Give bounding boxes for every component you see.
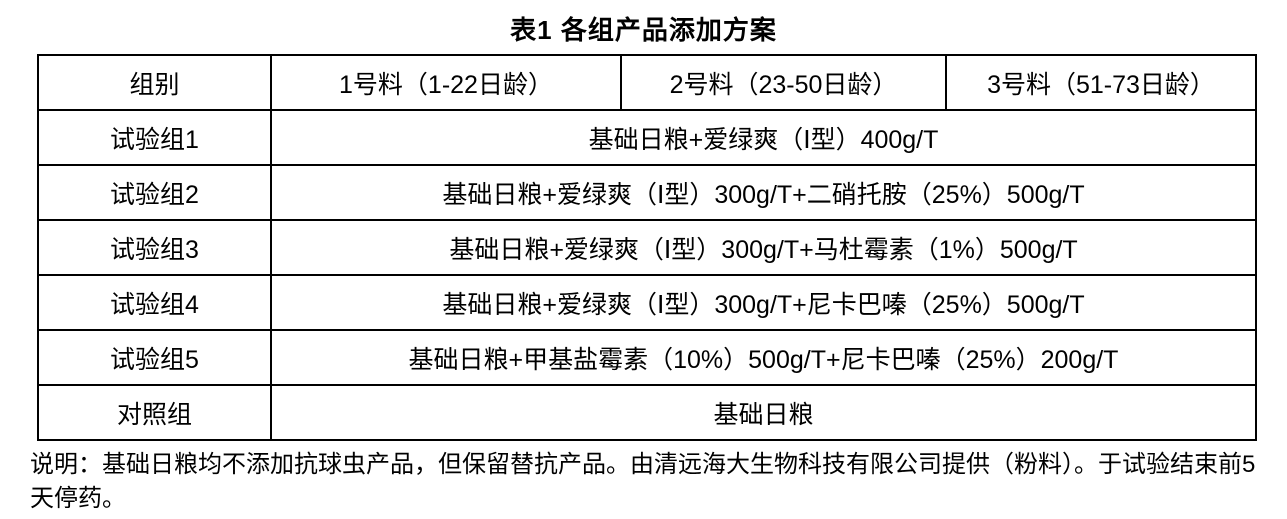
table-row: 试验组5 基础日粮+甲基盐霉素（10%）500g/T+尼卡巴嗪（25%）200g…: [37, 329, 1257, 386]
treatment-cell: 基础日粮: [270, 384, 1257, 441]
group-cell: 试验组2: [37, 164, 272, 221]
table-row: 试验组4 基础日粮+爱绿爽（Ⅰ型）300g/T+尼卡巴嗪（25%）500g/T: [37, 274, 1257, 331]
table-note: 说明：基础日粮均不添加抗球虫产品，但保留替抗产品。由清远海大生物科技有限公司提供…: [30, 451, 1256, 512]
header-cell-group: 组别: [37, 54, 272, 111]
table-row: 对照组 基础日粮: [37, 384, 1257, 441]
table-title: 表1 各组产品添加方案: [510, 15, 777, 45]
table-row: 试验组3 基础日粮+爱绿爽（Ⅰ型）300g/T+马杜霉素（1%）500g/T: [37, 219, 1257, 276]
header-cell-feed-3: 3号料（51-73日龄）: [945, 54, 1257, 111]
header-cell-feed-2: 2号料（23-50日龄）: [620, 54, 947, 111]
table-row: 试验组1 基础日粮+爱绿爽（Ⅰ型）400g/T: [37, 109, 1257, 166]
table-row: 试验组2 基础日粮+爱绿爽（Ⅰ型）300g/T+二硝托胺（25%）500g/T: [37, 164, 1257, 221]
treatment-cell: 基础日粮+爱绿爽（Ⅰ型）300g/T+尼卡巴嗪（25%）500g/T: [270, 274, 1257, 331]
treatment-cell: 基础日粮+甲基盐霉素（10%）500g/T+尼卡巴嗪（25%）200g/T: [270, 329, 1257, 386]
group-cell: 试验组4: [37, 274, 272, 331]
group-cell: 试验组5: [37, 329, 272, 386]
treatment-cell: 基础日粮+爱绿爽（Ⅰ型）300g/T+二硝托胺（25%）500g/T: [270, 164, 1257, 221]
group-cell: 试验组1: [37, 109, 272, 166]
treatment-cell: 基础日粮+爱绿爽（Ⅰ型）300g/T+马杜霉素（1%）500g/T: [270, 219, 1257, 276]
group-cell: 对照组: [37, 384, 272, 441]
header-cell-feed-1: 1号料（1-22日龄）: [270, 54, 622, 111]
treatment-cell: 基础日粮+爱绿爽（Ⅰ型）400g/T: [270, 109, 1257, 166]
group-cell: 试验组3: [37, 219, 272, 276]
header-row: 组别 1号料（1-22日龄） 2号料（23-50日龄） 3号料（51-73日龄）: [37, 54, 1257, 111]
group-scheme-table: 组别 1号料（1-22日龄） 2号料（23-50日龄） 3号料（51-73日龄）…: [37, 54, 1257, 441]
